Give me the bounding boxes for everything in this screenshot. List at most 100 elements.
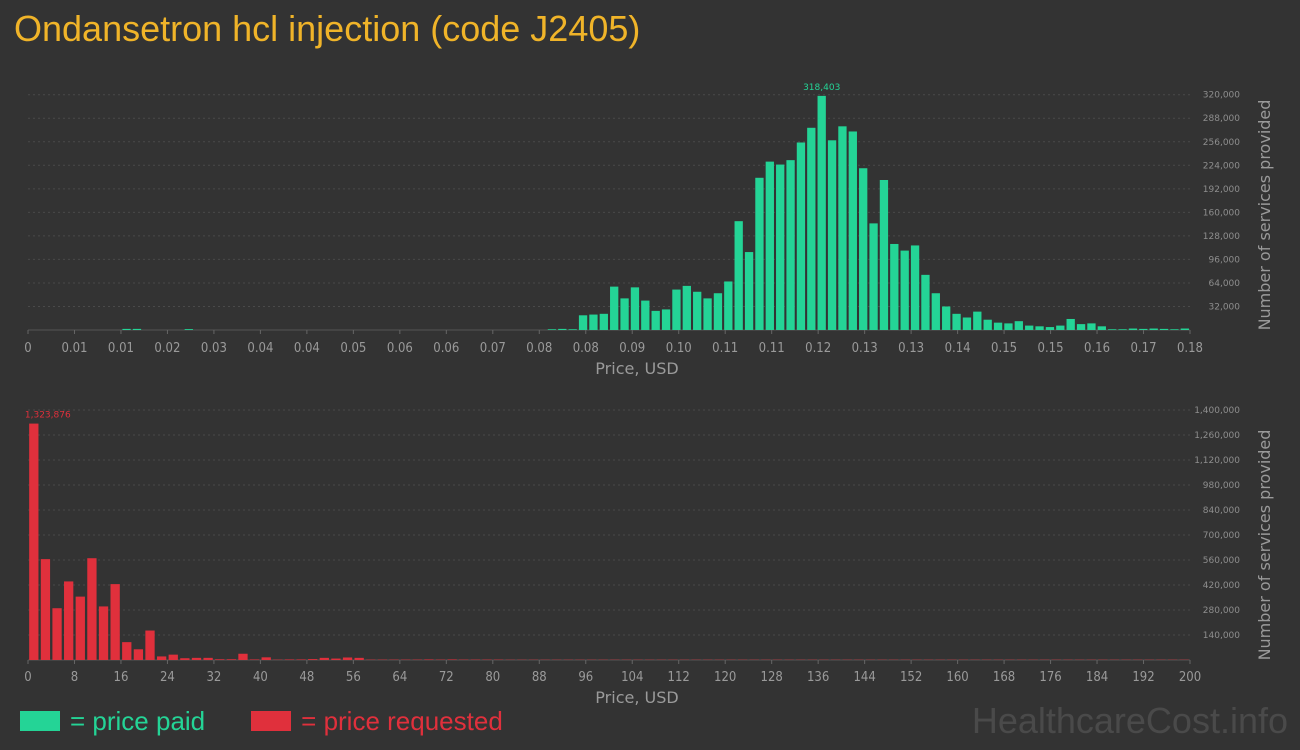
x-tick-label: 200 bbox=[1179, 670, 1201, 685]
x-tick-label: 8 bbox=[71, 670, 78, 685]
bar bbox=[672, 289, 681, 330]
x-tick-label: 24 bbox=[160, 670, 175, 685]
bar bbox=[1076, 324, 1086, 330]
y-tick-label: 420,000 bbox=[1203, 581, 1240, 591]
x-tick-label: 104 bbox=[621, 670, 643, 685]
x-tick-label: 0.01 bbox=[61, 341, 87, 356]
y-tick-label: 1,400,000 bbox=[1194, 406, 1240, 416]
x-tick-label: 0.08 bbox=[526, 341, 552, 356]
bar bbox=[589, 314, 598, 330]
watermark: HealthcareCost.info bbox=[971, 700, 1288, 741]
bar bbox=[796, 142, 806, 330]
bar bbox=[910, 245, 920, 330]
bar bbox=[203, 657, 213, 660]
bar bbox=[547, 329, 557, 330]
bar bbox=[630, 287, 640, 330]
x-tick-label: 0.14 bbox=[945, 341, 971, 356]
x-tick-label: 0.04 bbox=[294, 341, 320, 356]
bar bbox=[191, 657, 202, 660]
x-tick-label: 48 bbox=[299, 670, 314, 685]
legend-item-requested: = price requested bbox=[251, 706, 503, 737]
bar bbox=[703, 298, 712, 330]
bar bbox=[261, 657, 271, 660]
bar bbox=[973, 311, 982, 330]
bar bbox=[133, 649, 144, 660]
x-tick-label: 0.08 bbox=[573, 341, 599, 356]
bar bbox=[983, 319, 992, 330]
bar bbox=[342, 657, 353, 660]
x-tick-label: 0.18 bbox=[1177, 341, 1203, 356]
y-tick-label: 32,000 bbox=[1209, 302, 1241, 312]
price-requested-histogram: 140,000 280,000 420,000 560,000 700,000 840,0… bbox=[24, 406, 1274, 707]
bar bbox=[620, 298, 629, 330]
bar bbox=[962, 317, 972, 330]
y-tick-label: 560,000 bbox=[1203, 556, 1240, 566]
x-tick-label: 0.07 bbox=[480, 341, 506, 356]
bar bbox=[40, 559, 51, 660]
bar bbox=[156, 656, 167, 660]
y-tick-label: 192,000 bbox=[1203, 185, 1240, 195]
bar bbox=[145, 630, 155, 660]
y-tick-label: 280,000 bbox=[1203, 606, 1240, 616]
bar bbox=[122, 328, 131, 330]
x-axis-title: Price, USD bbox=[595, 688, 678, 707]
bar bbox=[931, 293, 940, 330]
x-tick-label: 56 bbox=[346, 670, 361, 685]
bar bbox=[354, 657, 364, 660]
y-axis-title: Number of services provided bbox=[1255, 430, 1274, 661]
x-tick-label: 0.17 bbox=[1130, 341, 1156, 356]
bar bbox=[87, 558, 97, 660]
bar bbox=[786, 160, 795, 330]
bar bbox=[132, 328, 142, 330]
x-tick-label: 0.03 bbox=[201, 341, 227, 356]
legend-label-paid: = price paid bbox=[70, 705, 206, 736]
x-tick-label: 192 bbox=[1132, 670, 1154, 685]
bar bbox=[776, 164, 785, 330]
bar bbox=[869, 223, 878, 330]
x-tick-label: 0 bbox=[24, 341, 31, 356]
y-tick-label: 140,000 bbox=[1203, 631, 1240, 641]
x-tick-label: 144 bbox=[853, 670, 875, 685]
bar bbox=[713, 293, 723, 330]
bar bbox=[184, 329, 193, 330]
bar bbox=[447, 659, 457, 660]
x-tick-label: 72 bbox=[439, 670, 454, 685]
bar bbox=[1045, 327, 1055, 330]
x-tick-label: 0.11 bbox=[759, 341, 785, 356]
x-tick-label: 128 bbox=[761, 670, 783, 685]
bar bbox=[238, 653, 248, 660]
bar bbox=[1108, 329, 1117, 330]
bar bbox=[226, 659, 236, 660]
bar bbox=[744, 252, 754, 330]
x-tick-label: 0.06 bbox=[433, 341, 459, 356]
bar bbox=[1004, 323, 1013, 330]
x-tick-label: 160 bbox=[946, 670, 968, 685]
bar bbox=[993, 322, 1003, 330]
x-tick-label: 0.13 bbox=[898, 341, 924, 356]
y-tick-label: 128,000 bbox=[1203, 232, 1240, 242]
x-tick-label: 64 bbox=[392, 670, 407, 685]
bar bbox=[568, 329, 577, 330]
y-tick-label: 1,120,000 bbox=[1194, 456, 1240, 466]
x-tick-label: 0.11 bbox=[712, 341, 738, 356]
bar bbox=[1087, 323, 1096, 330]
bar bbox=[75, 596, 85, 660]
x-tick-label: 16 bbox=[114, 670, 129, 685]
y-tick-label: 1,260,000 bbox=[1194, 431, 1240, 441]
bar bbox=[1180, 328, 1189, 330]
x-tick-label: 80 bbox=[485, 670, 500, 685]
y-tick-label: 288,000 bbox=[1203, 114, 1240, 124]
bar bbox=[807, 127, 816, 330]
peak-value-label: 1,323,876 bbox=[25, 411, 71, 421]
x-axis-title: Price, USD bbox=[595, 359, 678, 378]
x-tick-label: 112 bbox=[668, 670, 690, 685]
bar bbox=[319, 657, 329, 660]
x-tick-label: 0.13 bbox=[852, 341, 878, 356]
x-tick-label: 176 bbox=[1039, 670, 1061, 685]
x-tick-label: 120 bbox=[714, 670, 736, 685]
bar bbox=[331, 658, 341, 660]
bar bbox=[724, 281, 733, 330]
bar bbox=[693, 291, 702, 330]
bar bbox=[110, 584, 120, 660]
